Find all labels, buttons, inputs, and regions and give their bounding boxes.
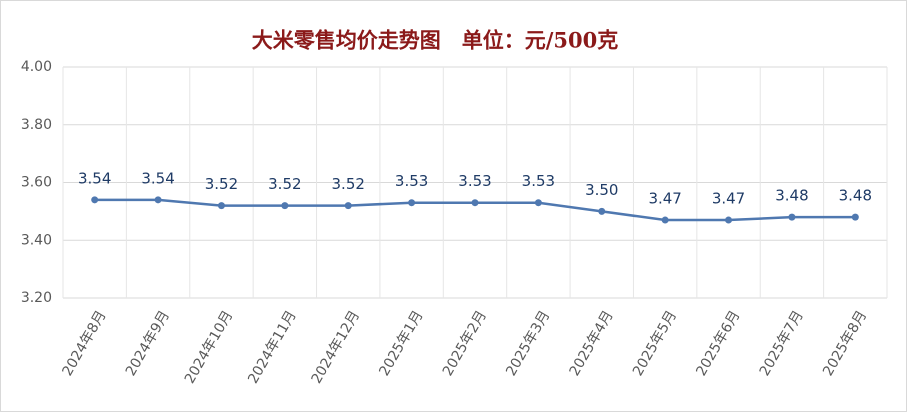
y-tick-label: 3.20: [21, 290, 52, 306]
point: [788, 213, 796, 221]
data-label: 3.53: [395, 172, 428, 190]
data-label: 3.50: [585, 181, 618, 199]
point: [471, 199, 479, 207]
data-label: 3.52: [205, 175, 238, 193]
y-tick-label: 3.80: [21, 117, 52, 133]
data-label: 3.52: [332, 175, 365, 193]
point: [661, 216, 669, 224]
data-label: 3.47: [712, 190, 745, 208]
data-label: 3.53: [458, 172, 491, 190]
point: [408, 199, 416, 207]
point: [217, 202, 225, 210]
point: [725, 216, 733, 224]
point: [598, 207, 606, 215]
point: [154, 196, 162, 204]
y-tick-label: 3.60: [21, 175, 52, 191]
data-label: 3.52: [268, 175, 301, 193]
y-tick-label: 3.40: [21, 232, 52, 248]
data-label: 3.53: [522, 172, 555, 190]
point: [91, 196, 99, 204]
data-label: 3.47: [648, 190, 681, 208]
point: [534, 199, 542, 207]
point: [281, 202, 289, 210]
data-label: 3.48: [775, 187, 808, 205]
y-tick-label: 4.00: [21, 59, 52, 75]
data-label: 3.48: [839, 187, 872, 205]
chart-title: 大米零售均价走势图 单位：元/500克: [252, 28, 619, 53]
point: [851, 213, 859, 221]
data-label: 3.54: [141, 169, 174, 187]
point: [344, 202, 352, 210]
data-label: 3.54: [78, 169, 111, 187]
